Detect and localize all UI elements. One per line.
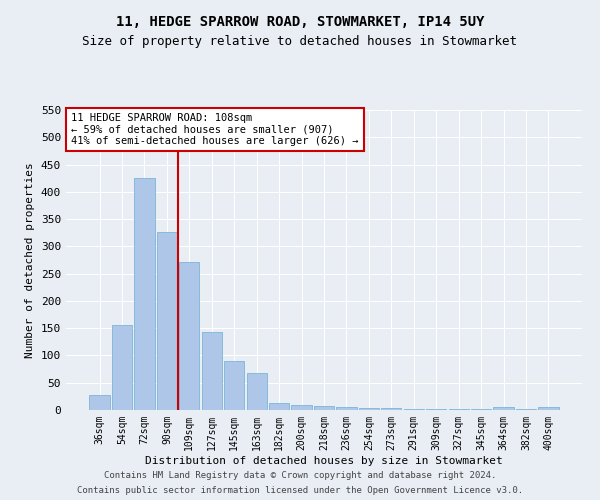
Text: Contains HM Land Registry data © Crown copyright and database right 2024.: Contains HM Land Registry data © Crown c… — [104, 471, 496, 480]
Text: 11, HEDGE SPARROW ROAD, STOWMARKET, IP14 5UY: 11, HEDGE SPARROW ROAD, STOWMARKET, IP14… — [116, 15, 484, 29]
Bar — [247, 374, 267, 410]
Bar — [381, 408, 401, 410]
Bar — [269, 403, 289, 410]
Bar — [112, 326, 132, 410]
Bar — [134, 178, 155, 410]
Text: 11 HEDGE SPARROW ROAD: 108sqm
← 59% of detached houses are smaller (907)
41% of : 11 HEDGE SPARROW ROAD: 108sqm ← 59% of d… — [71, 113, 359, 146]
Y-axis label: Number of detached properties: Number of detached properties — [25, 162, 35, 358]
Bar — [337, 408, 356, 410]
Bar — [89, 394, 110, 410]
Bar — [292, 404, 311, 410]
Bar — [224, 361, 244, 410]
Bar — [493, 408, 514, 410]
Bar — [359, 408, 379, 410]
Bar — [179, 262, 199, 410]
Text: Contains public sector information licensed under the Open Government Licence v3: Contains public sector information licen… — [77, 486, 523, 495]
X-axis label: Distribution of detached houses by size in Stowmarket: Distribution of detached houses by size … — [145, 456, 503, 466]
Bar — [538, 408, 559, 410]
Text: Size of property relative to detached houses in Stowmarket: Size of property relative to detached ho… — [83, 35, 517, 48]
Bar — [157, 232, 177, 410]
Bar — [314, 406, 334, 410]
Bar — [404, 409, 424, 410]
Bar — [202, 332, 222, 410]
